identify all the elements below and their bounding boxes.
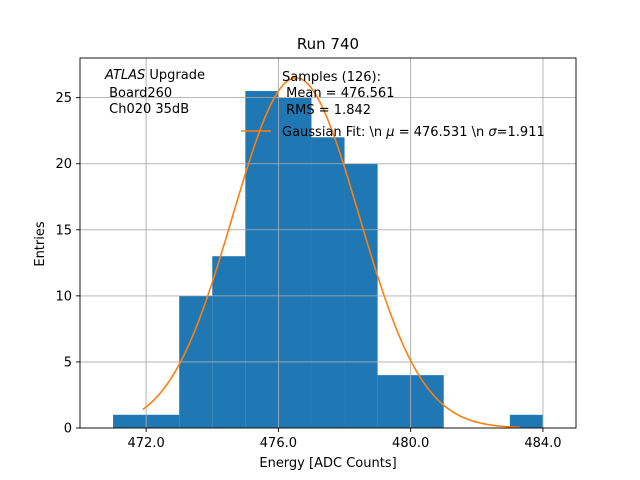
x-tick-label: 484.0 bbox=[524, 436, 561, 451]
y-tick-label: 5 bbox=[64, 355, 72, 370]
histogram-bar bbox=[245, 91, 279, 429]
plot-frame bbox=[79, 57, 577, 429]
y-tick-label: 20 bbox=[55, 157, 72, 172]
y-tick-label: 0 bbox=[64, 422, 72, 437]
x-tick-label: 472.0 bbox=[128, 436, 165, 451]
histogram-bar bbox=[278, 97, 312, 429]
x-tick-label: 476.0 bbox=[260, 436, 297, 451]
histogram-bar bbox=[212, 256, 246, 428]
x-tick-label: 480.0 bbox=[392, 436, 429, 451]
legend-samples-line-1: Samples (126): bbox=[282, 70, 381, 85]
atlas-label: ATLAS Upgrade bbox=[104, 68, 205, 83]
grid-lines-overlay bbox=[80, 58, 576, 429]
x-axis-label: Energy [ADC Counts] bbox=[259, 456, 396, 471]
y-tick-label: 25 bbox=[55, 91, 72, 106]
y-axis-label: Entries bbox=[33, 221, 48, 267]
y-tick-label: 15 bbox=[55, 223, 72, 238]
histogram-bar bbox=[311, 137, 345, 429]
legend-fit-label: Gaussian Fit: \n μ = 476.531 \n σ=1.911 bbox=[282, 125, 545, 140]
channel-label: Ch020 35dB bbox=[105, 102, 189, 117]
legend: Samples (126): Mean = 476.561 RMS = 1.84… bbox=[241, 70, 545, 140]
legend-samples-mean: Mean = 476.561 bbox=[282, 86, 394, 101]
legend-samples-rms: RMS = 1.842 bbox=[282, 103, 371, 118]
board-label: Board260 bbox=[105, 86, 172, 101]
atlas-annotation: ATLAS Upgrade Board260 Ch020 35dB bbox=[104, 68, 205, 117]
gaussian-fit-curve bbox=[142, 77, 520, 429]
histogram-bars bbox=[80, 58, 576, 429]
fit-curve-line bbox=[142, 77, 520, 429]
y-tick-label: 10 bbox=[55, 289, 72, 304]
axes: 472.0 476.0 480.0 484.0 0 5 10 15 20 25 bbox=[55, 57, 577, 451]
histogram-bar bbox=[509, 414, 543, 428]
chart-title: Run 740 bbox=[297, 35, 359, 53]
